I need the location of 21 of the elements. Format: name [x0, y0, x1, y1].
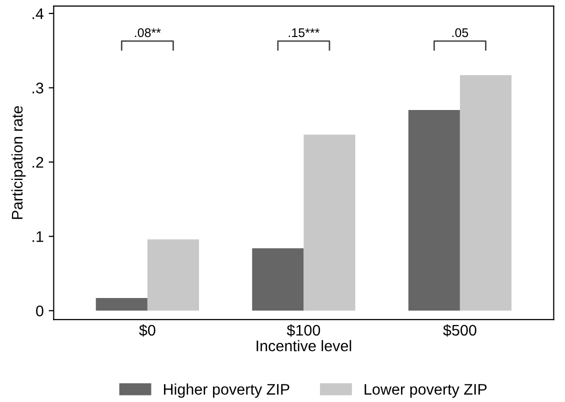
x-axis-title: Incentive level: [256, 340, 352, 352]
bar: [252, 248, 304, 311]
bar: [304, 134, 356, 311]
x-tick-label: $100: [286, 324, 320, 337]
y-tick-label: .4: [32, 8, 44, 19]
annotation: .05: [452, 28, 468, 38]
bar: [408, 110, 460, 311]
legend-label: Lower poverty ZIP: [364, 384, 487, 398]
x-tick-label: $0: [139, 324, 156, 337]
y-tick-label: 0: [36, 306, 44, 316]
bar: [96, 298, 148, 311]
y-tick-label: .2: [32, 156, 44, 168]
bar: [460, 75, 512, 311]
y-tick-label: .1: [32, 231, 44, 242]
x-tick-label: $500: [443, 324, 476, 337]
legend-label: Higher poverty ZIP: [164, 384, 290, 398]
y-tick-label: .3: [32, 82, 44, 94]
annotation: .15***: [288, 28, 320, 38]
y-axis-title: Participation rate: [11, 106, 26, 219]
annotation: .08**: [135, 28, 161, 38]
bar: [147, 239, 199, 311]
